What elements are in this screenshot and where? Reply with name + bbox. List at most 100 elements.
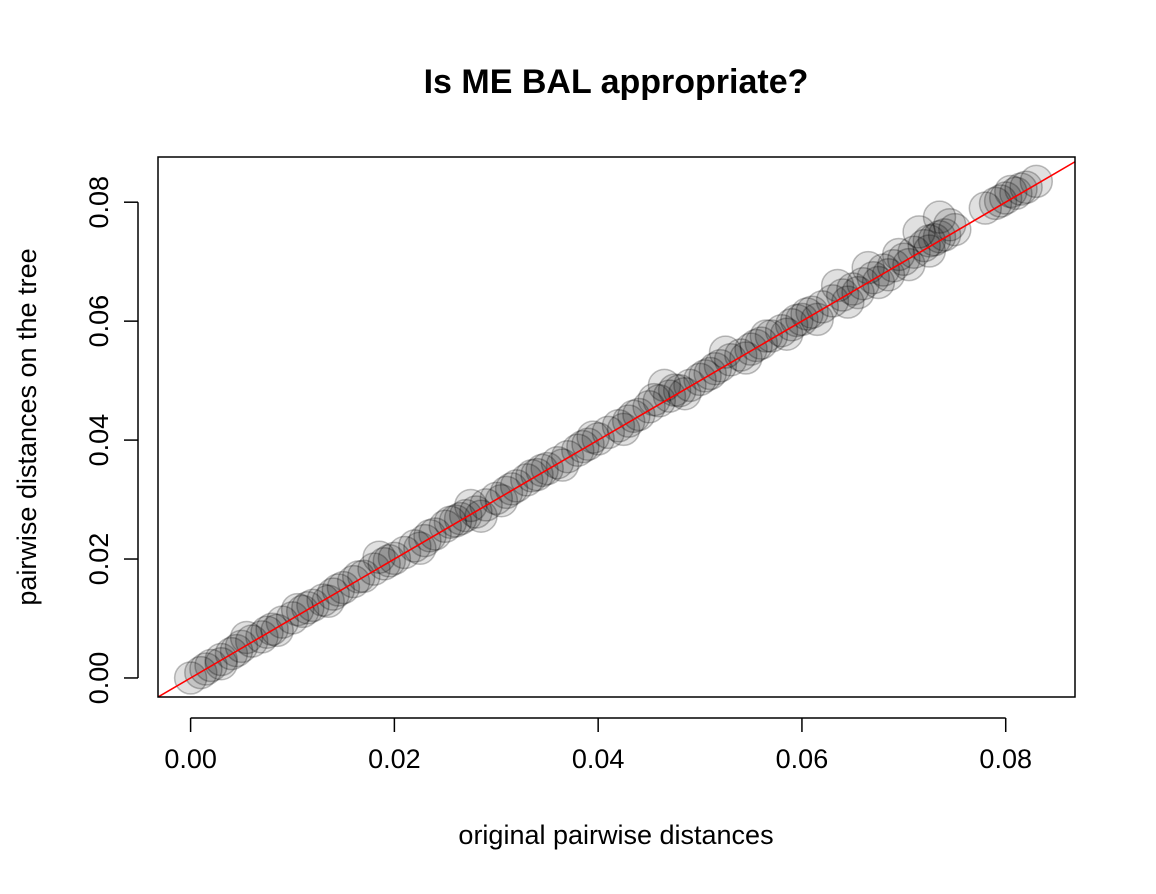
data-point: [815, 284, 850, 318]
data-point: [489, 475, 524, 510]
data-point: [749, 319, 784, 353]
data-point: [708, 335, 743, 369]
data-point: [576, 420, 610, 454]
data-point: [764, 313, 799, 348]
data-point: [265, 605, 300, 639]
data-point: [540, 445, 575, 480]
data-point: [418, 517, 452, 551]
data-point: [800, 302, 834, 337]
data-point: [372, 544, 407, 578]
data-point: [739, 328, 773, 363]
data-point: [336, 564, 371, 599]
data-point: [724, 338, 758, 372]
data-point: [367, 547, 401, 581]
data-point: [550, 439, 585, 474]
data-point: [662, 373, 697, 408]
data-point: [831, 285, 865, 319]
data-point: [530, 451, 564, 486]
data-point: [479, 481, 514, 516]
x-tick-label: 0.06: [776, 744, 829, 774]
data-point: [525, 453, 559, 488]
y-tick-label: 0.00: [84, 652, 114, 705]
x-tick-label: 0.02: [368, 744, 421, 774]
data-point: [224, 629, 259, 664]
data-point: [780, 303, 814, 338]
x-axis-label: original pairwise distances: [458, 820, 773, 850]
y-tick-label: 0.08: [84, 176, 114, 229]
y-tick-label: 0.06: [84, 295, 114, 348]
x-tick-label: 0.08: [979, 744, 1032, 774]
data-point: [285, 594, 320, 629]
data-point: [321, 573, 356, 607]
reference-line-group: [158, 160, 1075, 697]
data-point: [876, 249, 911, 283]
data-point: [250, 615, 284, 649]
chart-title: Is ME BAL appropriate?: [424, 63, 809, 101]
data-point: [255, 612, 289, 646]
data-point: [510, 463, 544, 497]
data-point: [922, 200, 957, 234]
data-point: [571, 427, 605, 461]
y-tick-label: 0.02: [84, 533, 114, 586]
data-point: [861, 265, 896, 300]
x-axis: 0.00 0.02 0.04 0.06 0.08: [164, 717, 1032, 774]
data-point: [413, 519, 447, 553]
data-point: [637, 382, 671, 417]
y-axis: 0.00 0.02 0.04 0.06 0.08: [84, 176, 139, 705]
data-point: [438, 504, 473, 538]
data-point: [912, 224, 947, 258]
data-point: [494, 472, 529, 506]
y-axis-label: pairwise distances on the tree: [12, 248, 42, 605]
data-point: [617, 399, 651, 434]
x-tick-label: 0.00: [164, 744, 217, 774]
data-point: [968, 191, 1003, 225]
data-point: [688, 359, 722, 393]
data-point: [581, 422, 615, 456]
data-point: [357, 552, 391, 586]
data-point: [836, 272, 870, 306]
data-point: [561, 433, 595, 467]
data-point: [734, 332, 768, 366]
data-point: [892, 247, 926, 282]
data-point: [744, 326, 778, 360]
data-point: [443, 501, 478, 536]
data-point: [851, 250, 885, 285]
data-point: [362, 540, 396, 574]
data-point: [785, 302, 819, 337]
y-tick-label: 0.04: [84, 414, 114, 467]
data-point: [398, 529, 432, 563]
data-point: [902, 215, 936, 249]
data-point: [566, 429, 600, 464]
data-point: [448, 498, 483, 533]
data-point: [611, 404, 646, 438]
x-tick-label: 0.04: [572, 744, 625, 774]
data-point: [464, 499, 498, 533]
data-point: [683, 362, 717, 397]
data-point: [499, 469, 534, 503]
data-point: [291, 591, 325, 625]
scatter-points: [173, 164, 1054, 695]
data-point: [591, 415, 626, 450]
data-point: [622, 397, 656, 432]
data-point: [887, 242, 921, 277]
data-point: [229, 620, 264, 655]
data-point: [652, 379, 687, 413]
data-point: [820, 268, 855, 303]
data-point: [805, 290, 840, 324]
data-point: [280, 592, 315, 627]
data-point: [326, 570, 361, 605]
data-point: [856, 260, 891, 295]
data-point: [825, 278, 860, 312]
data-point: [673, 368, 707, 403]
data-point: [657, 373, 692, 407]
data-point: [234, 624, 269, 658]
reference-line: [158, 160, 1075, 697]
data-point: [296, 588, 330, 623]
data-point: [938, 212, 972, 247]
data-point: [978, 186, 1013, 221]
plot-frame: [157, 156, 1076, 698]
data-point: [846, 266, 880, 301]
data-point: [693, 356, 727, 391]
data-point: [520, 457, 554, 492]
